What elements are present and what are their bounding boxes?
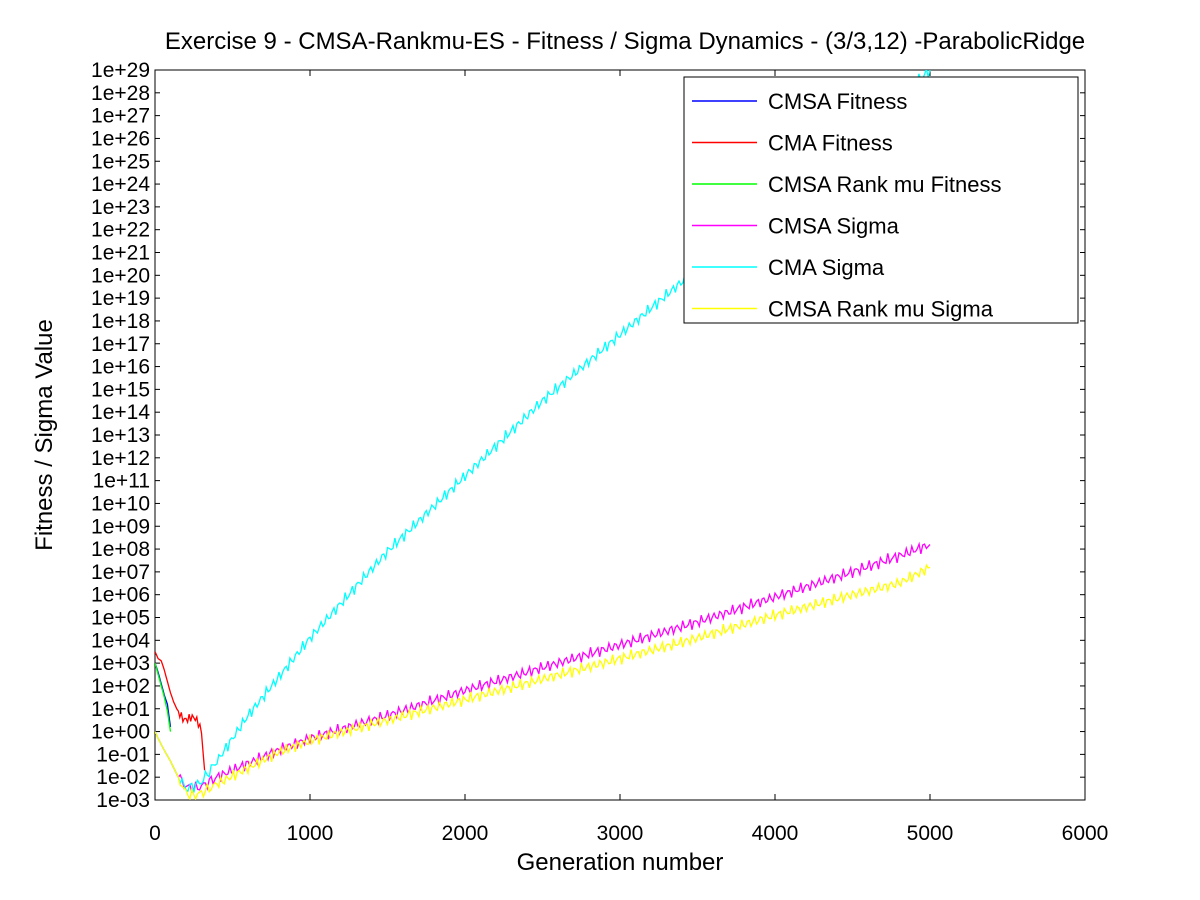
y-tick-label: 1e+12 [91,447,150,470]
y-tick-label: 1e+17 [91,333,150,356]
y-tick-label: 1e+10 [91,492,150,515]
y-tick-label: 1e+29 [91,59,150,82]
y-tick-label: 1e+21 [91,242,150,265]
y-tick-label: 1e+25 [91,150,150,173]
y-tick-label: 1e+22 [91,219,150,242]
y-tick-label: 1e+02 [91,675,150,698]
y-tick-label: 1e+15 [91,378,150,401]
legend-label: CMSA Fitness [768,89,907,114]
y-tick-label: 1e+06 [91,584,150,607]
y-tick-label: 1e+03 [91,652,150,675]
x-tick-label: 2000 [442,822,489,845]
y-tick-label: 1e+27 [91,105,150,128]
chart-title: Exercise 9 - CMSA-Rankmu-ES - Fitness / … [165,28,1085,55]
legend-label: CMA Sigma [768,255,885,280]
y-tick-label: 1e-03 [96,789,150,812]
x-tick-label: 4000 [752,822,799,845]
y-tick-label: 1e+16 [91,356,150,379]
y-tick-label: 1e+28 [91,82,150,105]
y-tick-label: 1e+05 [91,607,150,630]
y-tick-label: 1e-01 [96,743,150,766]
x-tick-label: 6000 [1062,822,1109,845]
y-axis-label: Fitness / Sigma Value [31,319,58,551]
y-tick-label: 1e+11 [93,470,150,493]
y-tick-label: 1e+08 [91,538,150,561]
series-line [155,563,931,800]
series-line [155,662,172,732]
x-axis-label: Generation number [517,849,724,876]
legend-box [683,76,1079,324]
y-tick-label: 1e+04 [91,629,150,652]
y-tick-label: 1e+18 [91,310,150,333]
y-tick-label: 1e-02 [96,766,150,789]
y-tick-label: 1e+14 [91,401,150,424]
y-tick-label: 1e+00 [91,721,150,744]
y-tick-label: 1e+23 [91,196,150,219]
y-axis: 1e-031e-021e-011e+001e+011e+021e+031e+04… [91,59,1085,812]
x-tick-label: 3000 [597,822,644,845]
x-tick-label: 1000 [287,822,334,845]
legend: CMSA Fitness CMA Fitness CMSA Rank mu Fitn… [683,76,1079,324]
x-tick-label: 5000 [907,822,954,845]
legend-label: CMSA Sigma [768,214,900,239]
x-tick-label: 0 [149,822,161,845]
y-tick-label: 1e+26 [91,127,150,150]
y-tick-label: 1e+13 [91,424,150,447]
x-axis: 0 1000 2000 3000 4000 5000 6000 [149,70,1108,845]
y-tick-label: 1e+01 [91,698,150,721]
y-tick-label: 1e+09 [91,515,150,538]
y-tick-label: 1e+07 [91,561,150,584]
legend-label: CMSA Rank mu Sigma [768,297,994,322]
legend-label: CMA Fitness [768,131,893,156]
series-line [155,651,206,771]
y-tick-label: 1e+24 [91,173,150,196]
y-tick-label: 1e+20 [91,264,150,287]
legend-label: CMSA Rank mu Fitness [768,172,1002,197]
y-tick-label: 1e+19 [91,287,150,310]
